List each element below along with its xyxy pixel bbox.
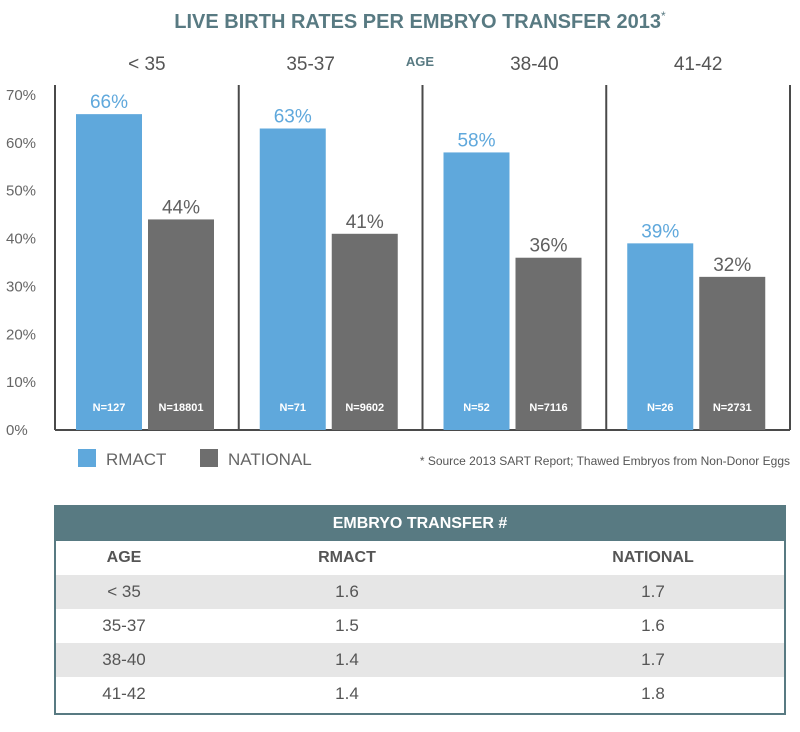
age-axis-label: AGE <box>406 54 435 69</box>
embryo-transfer-table: EMBRYO TRANSFER # AGE RMACT NATIONAL < 3… <box>54 505 786 715</box>
bar-n-label: N=7116 <box>529 402 567 414</box>
age-group-labels: < 35 35-37 38-40 41-42 <box>128 54 722 75</box>
y-tick-label: 20% <box>6 326 36 343</box>
chart-title: LIVE BIRTH RATES PER EMBRYO TRANSFER 201… <box>174 9 666 33</box>
bar-rmact <box>443 152 510 430</box>
y-tick-label: 0% <box>6 422 28 439</box>
bar-national <box>699 276 766 430</box>
table-cell-age: 38-40 <box>102 650 146 669</box>
bar-n-label: N=9602 <box>345 402 384 414</box>
bar-value-label: 58% <box>457 130 495 151</box>
age-group-label: < 35 <box>128 54 166 75</box>
bar-rmact <box>76 114 142 431</box>
bar-national <box>515 257 582 430</box>
table-cell-rmact: 1.6 <box>335 582 359 601</box>
y-tick-label: 40% <box>6 231 36 248</box>
age-group-label: 38-40 <box>510 54 559 75</box>
bar-value-label: 32% <box>713 255 751 276</box>
table-cell-national: 1.7 <box>641 582 665 601</box>
table-header-rmact: RMACT <box>318 549 376 566</box>
group-dividers <box>237 85 608 430</box>
y-tick-label: 50% <box>6 183 36 200</box>
bar-national <box>331 233 398 430</box>
bar-value-label: 63% <box>274 107 312 128</box>
bar-national <box>148 219 214 430</box>
y-tick-label: 30% <box>6 278 36 295</box>
age-group-label: 35-37 <box>286 54 335 75</box>
table-header-row: AGE RMACT NATIONAL <box>56 541 784 575</box>
table-cell-national: 1.6 <box>641 616 665 635</box>
bars: 66% N=127 44% N=18801 63% N=71 41% N=9602 58% N=5… <box>76 92 766 431</box>
bar-value-label: 44% <box>162 197 200 218</box>
bar-n-label: N=52 <box>463 402 490 414</box>
bar-value-label: 66% <box>90 92 128 113</box>
table-header-age: AGE <box>106 549 142 566</box>
table-cell-age: < 35 <box>107 582 141 601</box>
y-tick-label: 10% <box>6 374 36 391</box>
bar-value-label: 39% <box>641 221 679 242</box>
table-cell-rmact: 1.4 <box>335 650 359 669</box>
bar-value-label: 41% <box>346 212 384 233</box>
table-row: < 35 1.6 1.7 <box>56 575 784 609</box>
table-cell-rmact: 1.4 <box>335 684 359 703</box>
bar-value-label: 36% <box>529 236 567 257</box>
table-cell-age: 35-37 <box>102 616 146 635</box>
bar-rmact <box>259 128 326 430</box>
age-group-label: 41-42 <box>674 54 723 75</box>
bar-n-label: N=18801 <box>159 402 204 414</box>
bar-n-label: N=2731 <box>713 402 752 414</box>
y-tick-label: 60% <box>6 135 36 152</box>
chart: LIVE BIRTH RATES PER EMBRYO TRANSFER 201… <box>6 9 791 469</box>
table-title: EMBRYO TRANSFER # <box>56 507 784 541</box>
table-cell-national: 1.8 <box>641 684 665 703</box>
bar-n-label: N=26 <box>647 402 674 414</box>
table-row: 35-37 1.5 1.6 <box>56 609 784 643</box>
table-row: 41-42 1.4 1.8 <box>56 677 784 711</box>
table-row: 38-40 1.4 1.7 <box>56 643 784 677</box>
legend-label: NATIONAL <box>228 450 312 469</box>
chart-title-asterisk: * <box>661 9 666 23</box>
chart-title-text: LIVE BIRTH RATES PER EMBRYO TRANSFER 201… <box>174 11 661 33</box>
bar-n-label: N=71 <box>279 402 306 414</box>
legend-label: RMACT <box>106 450 166 469</box>
legend-swatch <box>78 449 96 467</box>
table-header-national: NATIONAL <box>612 549 694 566</box>
y-tick-label: 70% <box>6 87 36 104</box>
bar-rmact <box>627 243 694 430</box>
table-cell-rmact: 1.5 <box>335 616 359 635</box>
legend: RMACT NATIONAL <box>78 449 312 469</box>
footnote: * Source 2013 SART Report; Thawed Embryo… <box>420 454 790 468</box>
bar-n-label: N=127 <box>93 402 126 414</box>
table-cell-national: 1.7 <box>641 650 665 669</box>
table-cell-age: 41-42 <box>102 684 146 703</box>
legend-swatch <box>200 449 218 467</box>
